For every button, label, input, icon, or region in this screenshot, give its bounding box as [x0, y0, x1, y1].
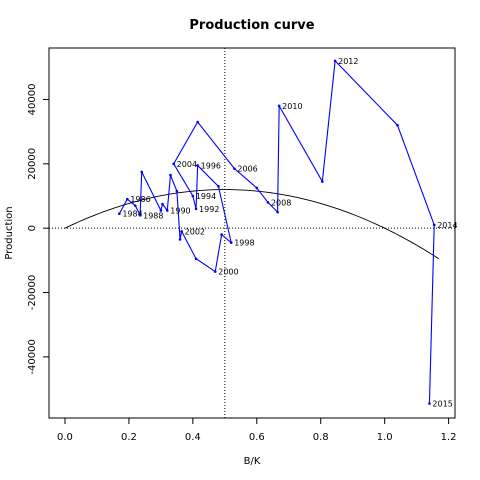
data-point: [396, 123, 399, 127]
data-point: [220, 233, 223, 236]
x-tick-label: 1.2: [441, 432, 457, 443]
data-point: [196, 164, 199, 167]
y-tick-label: -40000: [27, 339, 38, 374]
series-layer: 1984 1986 1988 1990 2002 2000 1998 1996 1992 1994…: [118, 57, 458, 409]
data-point: [194, 207, 198, 211]
data-point: [138, 214, 142, 217]
data-point: [140, 170, 144, 174]
y-tick-label: 20000: [27, 148, 38, 180]
data-point: [432, 223, 436, 227]
x-tick-label: 0.8: [313, 432, 329, 443]
series-line: [118, 59, 435, 404]
data-point: [161, 202, 164, 206]
plot-frame: [48, 47, 456, 419]
point-label: 1992: [199, 205, 219, 214]
point-label: 2004: [177, 160, 197, 169]
y-tick-label: 40000: [27, 84, 38, 116]
point-label: 2008: [271, 198, 291, 207]
x-axis: 0.0 0.2 0.4 0.6 0.8 1.0 1.2: [57, 418, 457, 443]
data-point: [169, 173, 172, 177]
x-axis-label: B/K: [244, 456, 261, 467]
data-point: [213, 270, 217, 273]
data-point: [165, 209, 169, 212]
y-axis: -40000 -20000 0 20000 40000: [27, 84, 49, 375]
point-label: 2014: [437, 221, 457, 230]
point-label: 1990: [170, 206, 190, 215]
data-point: [233, 167, 236, 170]
data-point: [266, 201, 270, 204]
data-point: [194, 257, 198, 261]
x-tick-label: 0.2: [121, 432, 137, 443]
data-point: [134, 204, 137, 207]
x-tick-label: 0.6: [249, 432, 265, 443]
data-point: [191, 194, 195, 198]
point-label: 1996: [201, 161, 221, 170]
point-label: 2000: [218, 268, 238, 277]
data-point: [178, 238, 182, 241]
chart-title: Production curve: [189, 18, 314, 33]
point-label: 1988: [143, 211, 163, 220]
y-axis-label: Production: [4, 206, 15, 259]
data-point: [175, 189, 179, 193]
point-label: 2002: [185, 227, 205, 236]
x-tick-label: 0.0: [57, 432, 73, 443]
data-point: [172, 162, 175, 166]
data-point: [276, 210, 279, 214]
point-label: 2012: [338, 57, 358, 66]
data-point: [180, 230, 183, 233]
y-tick-label: 0: [27, 225, 38, 231]
data-point: [159, 209, 163, 212]
point-label: 2015: [432, 400, 452, 409]
data-point: [255, 186, 259, 190]
fitted-curve: [64, 189, 440, 260]
data-point: [217, 185, 220, 188]
data-point: [428, 402, 431, 405]
data-point: [229, 241, 233, 244]
point-label: 2010: [282, 102, 302, 111]
point-label: 1984: [122, 210, 142, 219]
point-label: 1998: [234, 239, 254, 248]
data-point: [333, 59, 337, 63]
point-label: 1986: [130, 195, 150, 204]
point-label: 2006: [237, 165, 257, 174]
data-point: [196, 120, 199, 124]
y-tick-label: -20000: [27, 275, 38, 310]
data-point: [118, 212, 121, 215]
x-tick-label: 0.4: [185, 432, 201, 443]
data-point: [321, 180, 324, 183]
curve-path: [64, 189, 440, 260]
data-point: [126, 197, 129, 201]
point-label: 1994: [196, 192, 216, 201]
x-tick-label: 1.0: [377, 432, 393, 443]
data-point: [277, 104, 281, 108]
